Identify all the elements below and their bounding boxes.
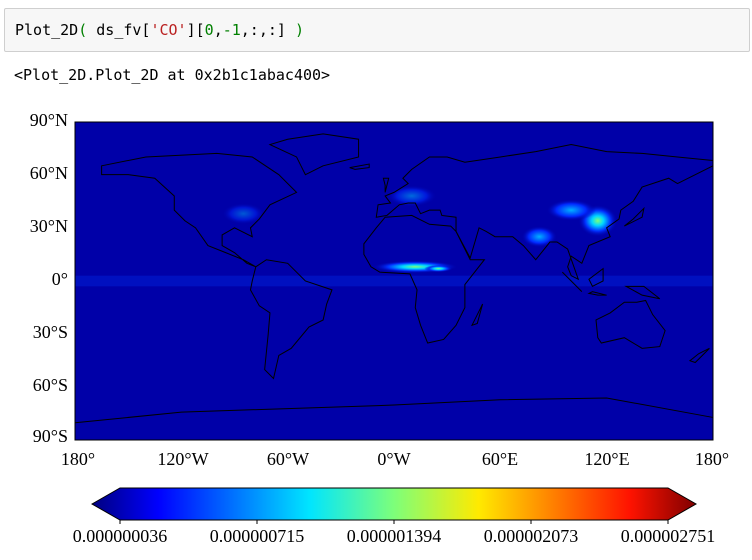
output-text: <Plot_2D.Plot_2D at 0x2b1c1abac400> xyxy=(14,66,331,84)
colorbar-label: 0.000000715 xyxy=(210,526,305,546)
x-tick-label: 0°W xyxy=(377,449,410,469)
colorbar: 0.000000036 0.000000715 0.000001394 0.00… xyxy=(73,487,716,546)
colorbar-label: 0.000000036 xyxy=(73,526,168,546)
code-token: , xyxy=(213,21,223,39)
y-tick-label: 90°N xyxy=(30,110,68,130)
colorbar-label: 0.000001394 xyxy=(347,526,442,546)
map xyxy=(74,121,714,441)
code-token: ) xyxy=(294,21,304,39)
x-tick-label: 60°W xyxy=(267,449,309,469)
code-token: ( xyxy=(78,21,88,39)
y-tick-label: 90°S xyxy=(33,426,68,446)
x-tick-label: 180° xyxy=(61,449,95,469)
code-token: ds_fv[ xyxy=(87,21,151,39)
x-axis: 180° 120°W 60°W 0°W 60°E 120°E 180° xyxy=(61,449,729,469)
colorbar-label: 0.000002751 xyxy=(621,526,716,546)
code-token: 'CO' xyxy=(150,21,187,39)
code-token: ,:,:] xyxy=(240,21,295,39)
y-tick-label: 60°N xyxy=(30,163,68,183)
x-tick-label: 120°W xyxy=(157,449,208,469)
code-token: -1 xyxy=(222,21,241,39)
code-token: 0 xyxy=(204,21,214,39)
y-tick-label: 30°N xyxy=(30,216,68,236)
y-tick-label: 60°S xyxy=(33,375,68,395)
y-tick-label: 0° xyxy=(52,269,68,289)
x-tick-label: 120°E xyxy=(584,449,629,469)
x-tick-label: 180° xyxy=(695,449,729,469)
x-tick-label: 60°E xyxy=(482,449,518,469)
colorbar-label: 0.000002073 xyxy=(484,526,579,546)
code-token: ][ xyxy=(186,21,205,39)
y-axis: 90°N 60°N 30°N 0° 30°S 60°S 90°S xyxy=(30,110,68,446)
code-token: Plot_2D xyxy=(15,21,79,39)
y-tick-label: 30°S xyxy=(33,322,68,342)
code-cell[interactable]: Plot_2D( ds_fv['CO'][0,-1,:,:] ) xyxy=(4,8,750,52)
